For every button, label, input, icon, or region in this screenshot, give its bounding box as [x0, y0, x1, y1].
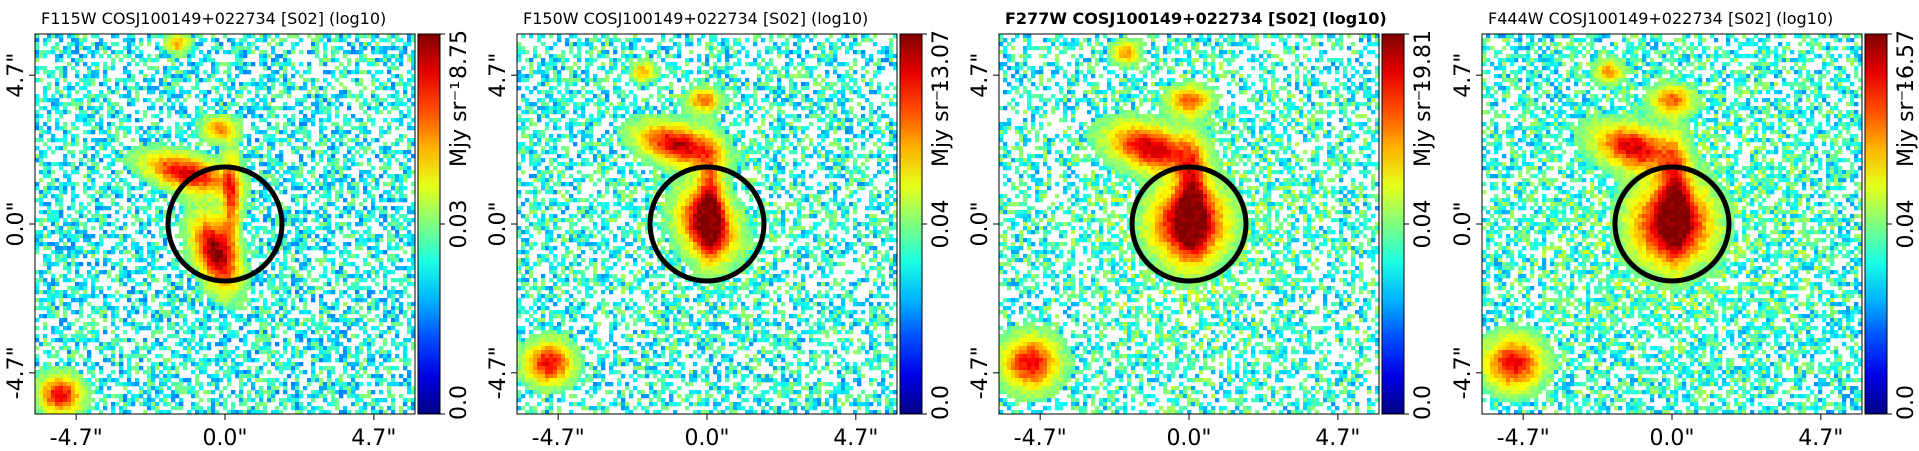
- colorbar-tick-label: 19.81: [1411, 30, 1436, 93]
- panel-title: F444W COSJ100149+022734 [S02] (log10): [1488, 9, 1833, 28]
- colorbar-tick-label: 0.04: [1411, 200, 1436, 249]
- aperture-circle: [647, 164, 767, 284]
- y-tick-label: 4.7": [1451, 53, 1476, 98]
- colorbar-unit-label: Mjy sr⁻¹: [447, 81, 472, 167]
- panel-4: F444W COSJ100149+022734 [S02] (log10) -4.…: [1451, 9, 1919, 451]
- colorbar: [1864, 33, 1888, 415]
- colorbar-unit-label: Mjy sr⁻¹: [1411, 81, 1436, 167]
- x-tick-label: 0.0": [1649, 426, 1694, 446]
- panel-1: F115W COSJ100149+022734 [S02] (log10) -4.…: [4, 9, 472, 451]
- colorbar-tick-label: 0.04: [929, 200, 954, 249]
- y-tick-label: 0.0": [486, 201, 511, 246]
- x-tick-label: 4.7": [1315, 426, 1360, 446]
- panel-2: F150W COSJ100149+022734 [S02] (log10) -4.…: [486, 9, 954, 451]
- x-tick-label: 0.0": [684, 426, 729, 446]
- colorbar: [417, 33, 441, 415]
- colorbar-tick-label: 8.75: [447, 30, 472, 79]
- y-tick-label: -4.7": [4, 346, 29, 399]
- colorbar-tick-label: 0.04: [1894, 200, 1919, 249]
- x-tick-label: -4.7": [50, 426, 103, 446]
- colorbar-unit-label: Mjy sr⁻¹: [929, 81, 954, 167]
- x-tick-label: -4.7": [1497, 426, 1550, 446]
- aperture-circle: [165, 164, 285, 284]
- x-tick-label: 4.7": [1798, 426, 1843, 446]
- y-tick-label: 4.7": [486, 53, 511, 98]
- colorbar: [899, 33, 923, 415]
- panel-title: F277W COSJ100149+022734 [S02] (log10): [1005, 9, 1387, 28]
- aperture-circle: [1612, 164, 1732, 284]
- image-pixels: [517, 34, 898, 415]
- y-tick-label: -4.7": [1451, 346, 1476, 399]
- colorbar-tick-label: 0.03: [447, 200, 472, 249]
- panel-title: F115W COSJ100149+022734 [S02] (log10): [41, 9, 386, 28]
- colorbar-tick-label: 16.57: [1894, 30, 1919, 93]
- y-tick-label: -4.7": [486, 346, 511, 399]
- colorbar-tick-label: 13.07: [929, 30, 954, 93]
- y-tick-label: 0.0": [1451, 201, 1476, 246]
- y-tick-label: 4.7": [968, 53, 993, 98]
- panel-3: F277W COSJ100149+022734 [S02] (log10) -4.…: [968, 9, 1436, 451]
- x-tick-label: -4.7": [1014, 426, 1067, 446]
- x-tick-label: 4.7": [833, 426, 878, 446]
- colorbar: [1381, 33, 1405, 415]
- aperture-circle: [1129, 164, 1249, 284]
- image-pixels: [999, 34, 1380, 415]
- panel-title: F150W COSJ100149+022734 [S02] (log10): [523, 9, 868, 28]
- colorbar-tick-label: 0.0: [1894, 385, 1919, 420]
- x-tick-label: 4.7": [351, 426, 396, 446]
- y-tick-label: 0.0": [968, 201, 993, 246]
- y-tick-label: 4.7": [4, 53, 29, 98]
- x-tick-label: 0.0": [202, 426, 247, 446]
- x-tick-label: -4.7": [532, 426, 585, 446]
- x-tick-label: 0.0": [1166, 426, 1211, 446]
- image-pixels: [35, 34, 416, 415]
- colorbar-tick-label: 0.0: [1411, 385, 1436, 420]
- y-tick-label: 0.0": [4, 201, 29, 246]
- colorbar-tick-label: 0.0: [447, 385, 472, 420]
- colorbar-tick-label: 0.0: [929, 385, 954, 420]
- image-pixels: [1482, 34, 1863, 415]
- colorbar-unit-label: Mjy sr⁻¹: [1894, 81, 1919, 167]
- y-tick-label: -4.7": [968, 346, 993, 399]
